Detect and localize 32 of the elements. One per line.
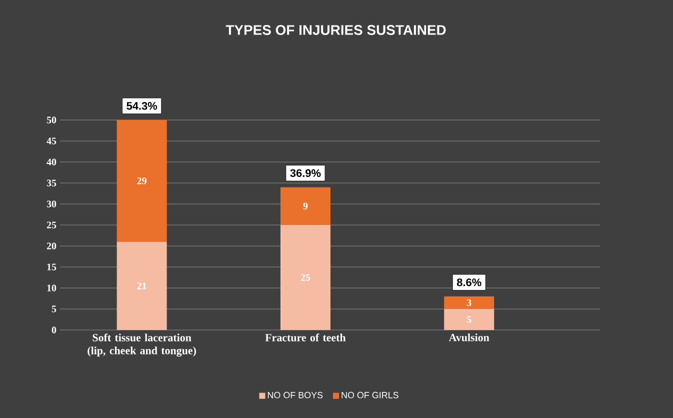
y-tick-label: 30 [46,200,56,208]
bar [444,296,494,309]
x-tick-label: Avulsion [448,334,490,342]
x-tick-label: Fracture of teeth [265,334,346,342]
y-tick-label: 0 [52,326,56,334]
bar [280,187,330,225]
data-label: 9 [303,202,308,210]
bar [116,120,167,242]
data-label: 3 [466,299,472,306]
y-tick-label: 35 [46,180,56,186]
y-tick-label: 20 [46,242,56,250]
data-label: 5 [467,316,472,323]
annotation: 8.6% [456,278,482,286]
data-label: 21 [137,282,146,290]
annotation: 36.9% [290,169,321,177]
y-tick-label: 15 [47,264,56,270]
data-label: 29 [137,178,146,184]
legend-label: NO OF GIRLS [342,392,398,398]
legend-label: NO OF BOYS [268,392,323,398]
chart-title: TYPES OF INJURIES SUSTAINED [226,25,446,35]
y-tick-label: 50 [46,116,56,124]
y-tick-label: 10 [47,284,56,292]
bar [116,242,167,330]
bar [280,225,330,330]
annotation: 54.3% [126,102,158,110]
x-tick-label: Soft tissue laceration (lip, cheek and tongue) [88,334,196,357]
y-tick-label: 5 [52,306,56,312]
data-label: 25 [300,274,310,281]
y-tick-label: 25 [46,222,56,228]
bar [444,309,494,330]
y-tick-label: 45 [46,138,56,144]
y-tick-label: 40 [46,158,56,166]
